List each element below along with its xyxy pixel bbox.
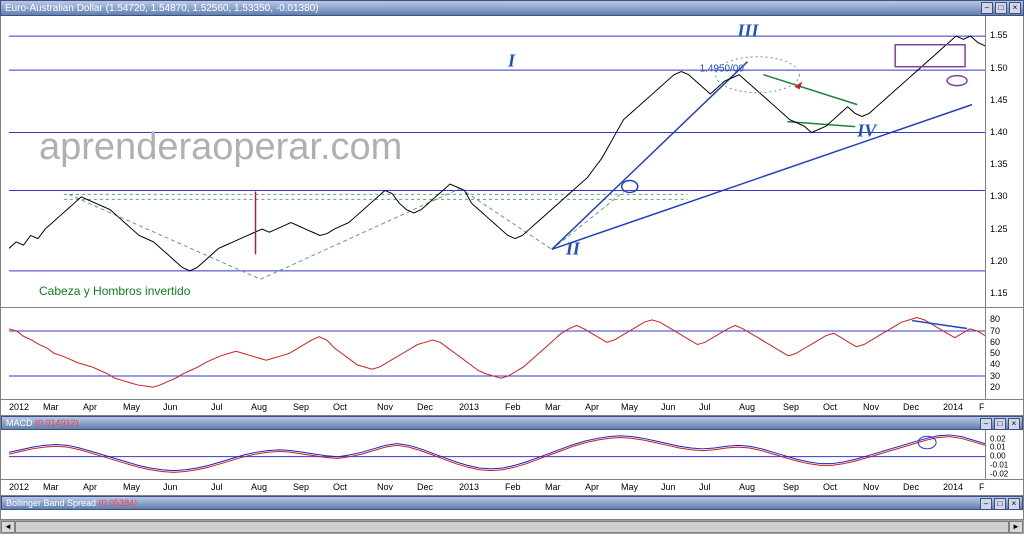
x-tick: Aug — [251, 482, 267, 492]
x-tick: Jul — [699, 402, 711, 412]
macd-y-axis: -0.02-0.010.000.010.02 — [985, 430, 1023, 479]
x-tick: Aug — [251, 402, 267, 412]
ohlc-values: (1.54720, 1.54870, 1.52560, 1.53350, -0.… — [106, 3, 319, 14]
x-tick: 2013 — [459, 402, 479, 412]
x-tick: Feb — [505, 402, 521, 412]
x-tick: Jul — [211, 402, 223, 412]
x-tick: Mar — [545, 482, 561, 492]
x-axis-2: 2012 Mar Apr May Jun Jul Aug Sep Oct Nov Dec 2013 Fe… — [0, 480, 1024, 496]
x-axis-1: 2012 Mar Apr May Jun Jul Aug Sep Oct Nov Dec 2013 Fe… — [0, 400, 1024, 416]
x-tick: Sep — [293, 482, 309, 492]
window-title-bar: Euro-Australian Dollar (1.54720, 1.54870… — [0, 0, 1024, 16]
x-tick: Oct — [823, 482, 837, 492]
x-tick: May — [621, 482, 638, 492]
x-tick: Dec — [417, 482, 433, 492]
x-tick: Mar — [545, 402, 561, 412]
svg-text:II: II — [565, 238, 581, 258]
x-tick: 2014 — [943, 402, 963, 412]
scroll-left-button[interactable]: ◄ — [1, 521, 15, 533]
x-tick: Aug — [739, 482, 755, 492]
instrument-name: Euro-Australian Dollar — [5, 3, 103, 14]
x-tick: Nov — [863, 482, 879, 492]
rsi-overlay — [9, 308, 985, 399]
x-tick: Sep — [293, 402, 309, 412]
x-tick: Nov — [377, 402, 393, 412]
x-tick: 2012 — [9, 482, 29, 492]
x-tick: Apr — [585, 482, 599, 492]
maximize-icon[interactable]: □ — [994, 498, 1006, 510]
macd-name: MACD — [6, 418, 33, 428]
maximize-icon[interactable]: □ — [994, 418, 1006, 430]
minimize-icon[interactable]: – — [980, 418, 992, 430]
x-tick: Sep — [783, 482, 799, 492]
bollinger-panel: Bollinger Band Spread (0.05384) – □ × — [0, 496, 1024, 520]
macd-overlay — [9, 430, 985, 479]
x-tick: 2013 — [459, 482, 479, 492]
x-tick: F — [979, 402, 985, 412]
maximize-icon[interactable]: □ — [995, 2, 1007, 14]
x-tick: May — [123, 402, 140, 412]
x-tick: Mar — [43, 482, 59, 492]
x-tick: Sep — [783, 402, 799, 412]
x-tick: Nov — [863, 402, 879, 412]
x-tick: Apr — [83, 402, 97, 412]
svg-text:1.4950/00: 1.4950/00 — [700, 64, 745, 75]
minimize-icon[interactable]: – — [980, 498, 992, 510]
x-tick: Apr — [83, 482, 97, 492]
price-overlay: IIIIIIIV1.4950/00 — [9, 16, 985, 307]
price-y-axis: 1.151.201.251.301.351.401.451.501.55 — [985, 16, 1023, 307]
x-tick: Oct — [333, 402, 347, 412]
x-tick: Jun — [661, 482, 676, 492]
x-tick: May — [621, 402, 638, 412]
watermark-text: aprenderaoperar.com — [39, 126, 402, 169]
macd-title-bar: MACD (0.014912) – □ × — [1, 416, 1023, 430]
x-tick: 2012 — [9, 402, 29, 412]
x-tick: Jul — [699, 482, 711, 492]
svg-text:IV: IV — [856, 121, 878, 141]
x-tick: Feb — [505, 482, 521, 492]
x-tick: Dec — [903, 482, 919, 492]
macd-value: (0.014912) — [35, 418, 79, 428]
rsi-y-axis: 20304050607080 — [985, 308, 1023, 399]
x-tick: Jun — [163, 402, 178, 412]
macd-panel: MACD (0.014912) – □ × -0.02-0.010.000.01… — [0, 416, 1024, 480]
horizontal-scrollbar[interactable]: ◄ ► — [0, 520, 1024, 534]
minimize-icon[interactable]: – — [981, 2, 993, 14]
close-icon[interactable]: × — [1008, 418, 1020, 430]
bb-name: Bollinger Band Spread — [6, 498, 96, 508]
x-tick: Apr — [585, 402, 599, 412]
bb-title-bar: Bollinger Band Spread (0.05384) – □ × — [1, 496, 1023, 510]
x-tick: Oct — [823, 402, 837, 412]
x-tick: Dec — [417, 402, 433, 412]
x-tick: May — [123, 482, 140, 492]
close-icon[interactable]: × — [1008, 498, 1020, 510]
scroll-right-button[interactable]: ► — [1009, 521, 1023, 533]
bb-value: (0.05384) — [99, 498, 138, 508]
close-icon[interactable]: × — [1009, 2, 1021, 14]
scroll-thumb[interactable] — [15, 521, 1009, 533]
svg-text:I: I — [507, 51, 516, 71]
x-tick: Jun — [661, 402, 676, 412]
x-tick: 2014 — [943, 482, 963, 492]
x-tick: Oct — [333, 482, 347, 492]
x-tick: Jun — [163, 482, 178, 492]
x-tick: Jul — [211, 482, 223, 492]
rsi-panel: 20304050607080 — [0, 308, 1024, 400]
x-tick: F — [979, 482, 985, 492]
x-tick: Nov — [377, 482, 393, 492]
price-chart-panel: aprenderaoperar.com Cabeza y Hombros inv… — [0, 16, 1024, 308]
x-tick: Aug — [739, 402, 755, 412]
pattern-label: Cabeza y Hombros invertido — [39, 284, 190, 298]
svg-text:III: III — [737, 21, 760, 41]
x-tick: Mar — [43, 402, 59, 412]
x-tick: Dec — [903, 402, 919, 412]
